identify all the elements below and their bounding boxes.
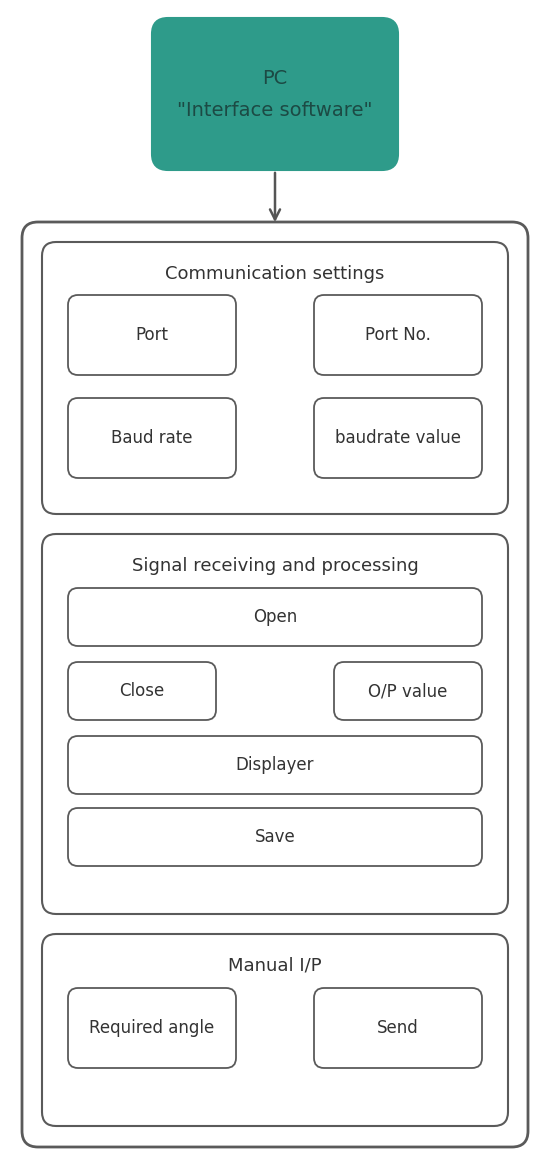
FancyBboxPatch shape (68, 737, 482, 794)
FancyBboxPatch shape (314, 295, 482, 375)
Text: Send: Send (377, 1019, 419, 1038)
Text: Port: Port (135, 326, 168, 344)
FancyBboxPatch shape (68, 588, 482, 646)
FancyBboxPatch shape (68, 988, 236, 1068)
FancyBboxPatch shape (68, 295, 236, 375)
Text: Signal receiving and processing: Signal receiving and processing (131, 557, 419, 575)
Text: baudrate value: baudrate value (335, 429, 461, 447)
Text: Baud rate: Baud rate (111, 429, 192, 447)
FancyBboxPatch shape (42, 242, 508, 514)
Text: Port No.: Port No. (365, 326, 431, 344)
Text: Communication settings: Communication settings (166, 265, 384, 283)
FancyBboxPatch shape (42, 534, 508, 915)
Text: Close: Close (119, 682, 164, 700)
Text: Displayer: Displayer (236, 756, 314, 774)
Text: "Interface software": "Interface software" (177, 101, 373, 119)
Text: Manual I/P: Manual I/P (228, 957, 322, 975)
FancyBboxPatch shape (68, 808, 482, 867)
FancyBboxPatch shape (314, 988, 482, 1068)
FancyBboxPatch shape (334, 662, 482, 720)
FancyBboxPatch shape (22, 222, 528, 1148)
Text: Required angle: Required angle (89, 1019, 214, 1038)
FancyBboxPatch shape (42, 934, 508, 1127)
Text: PC: PC (262, 68, 288, 88)
FancyBboxPatch shape (68, 662, 216, 720)
FancyBboxPatch shape (68, 398, 236, 478)
FancyBboxPatch shape (314, 398, 482, 478)
Text: O/P value: O/P value (368, 682, 448, 700)
Text: Save: Save (255, 828, 295, 845)
FancyBboxPatch shape (152, 18, 398, 170)
Text: Open: Open (253, 608, 297, 626)
